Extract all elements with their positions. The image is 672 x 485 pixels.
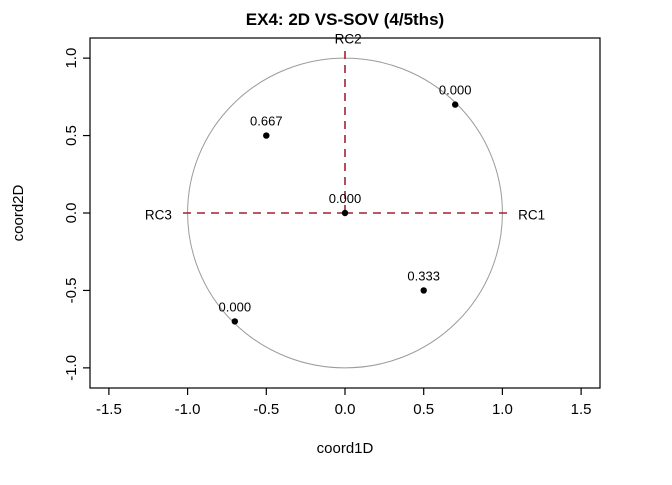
x-tick-label: -1.0 — [175, 401, 201, 418]
y-tick-label: -0.5 — [63, 278, 80, 304]
plot-title: EX4: 2D VS-SOV (4/5ths) — [246, 10, 444, 29]
guide-label-rc1: RC1 — [518, 207, 545, 222]
data-point — [231, 318, 239, 325]
point-label: 0.000 — [329, 191, 362, 206]
point-label: 0.333 — [407, 268, 440, 283]
x-tick-label: 1.0 — [492, 401, 513, 418]
point-label: 0.667 — [250, 114, 283, 129]
data-point — [451, 101, 459, 108]
x-tick-label: -1.5 — [96, 401, 122, 418]
y-tick-label: -1.0 — [63, 355, 80, 381]
x-tick-label: -0.5 — [253, 401, 279, 418]
x-axis-label: coord1D — [317, 440, 374, 457]
point-label: 0.000 — [439, 83, 472, 98]
y-tick-label: 0.0 — [63, 203, 80, 224]
x-tick-label: 1.5 — [571, 401, 592, 418]
plot-content: RC2 RC1 RC3 -1.5 -1.0 -0.5 0.0 0.5 1.0 1.5 -1.0 -0.… — [63, 32, 601, 418]
y-tick-label: 1.0 — [63, 48, 80, 69]
x-tick-label: 0.0 — [335, 401, 356, 418]
guide-label-rc3: RC3 — [145, 207, 172, 222]
x-tick-label: 0.5 — [413, 401, 434, 418]
data-point — [341, 209, 349, 217]
guide-label-rc2: RC2 — [335, 32, 362, 47]
point-label: 0.000 — [219, 299, 252, 314]
y-tick-label: 0.5 — [63, 125, 80, 146]
y-axis-label: coord2D — [10, 184, 27, 241]
data-point — [420, 287, 427, 294]
data-point — [263, 132, 270, 139]
